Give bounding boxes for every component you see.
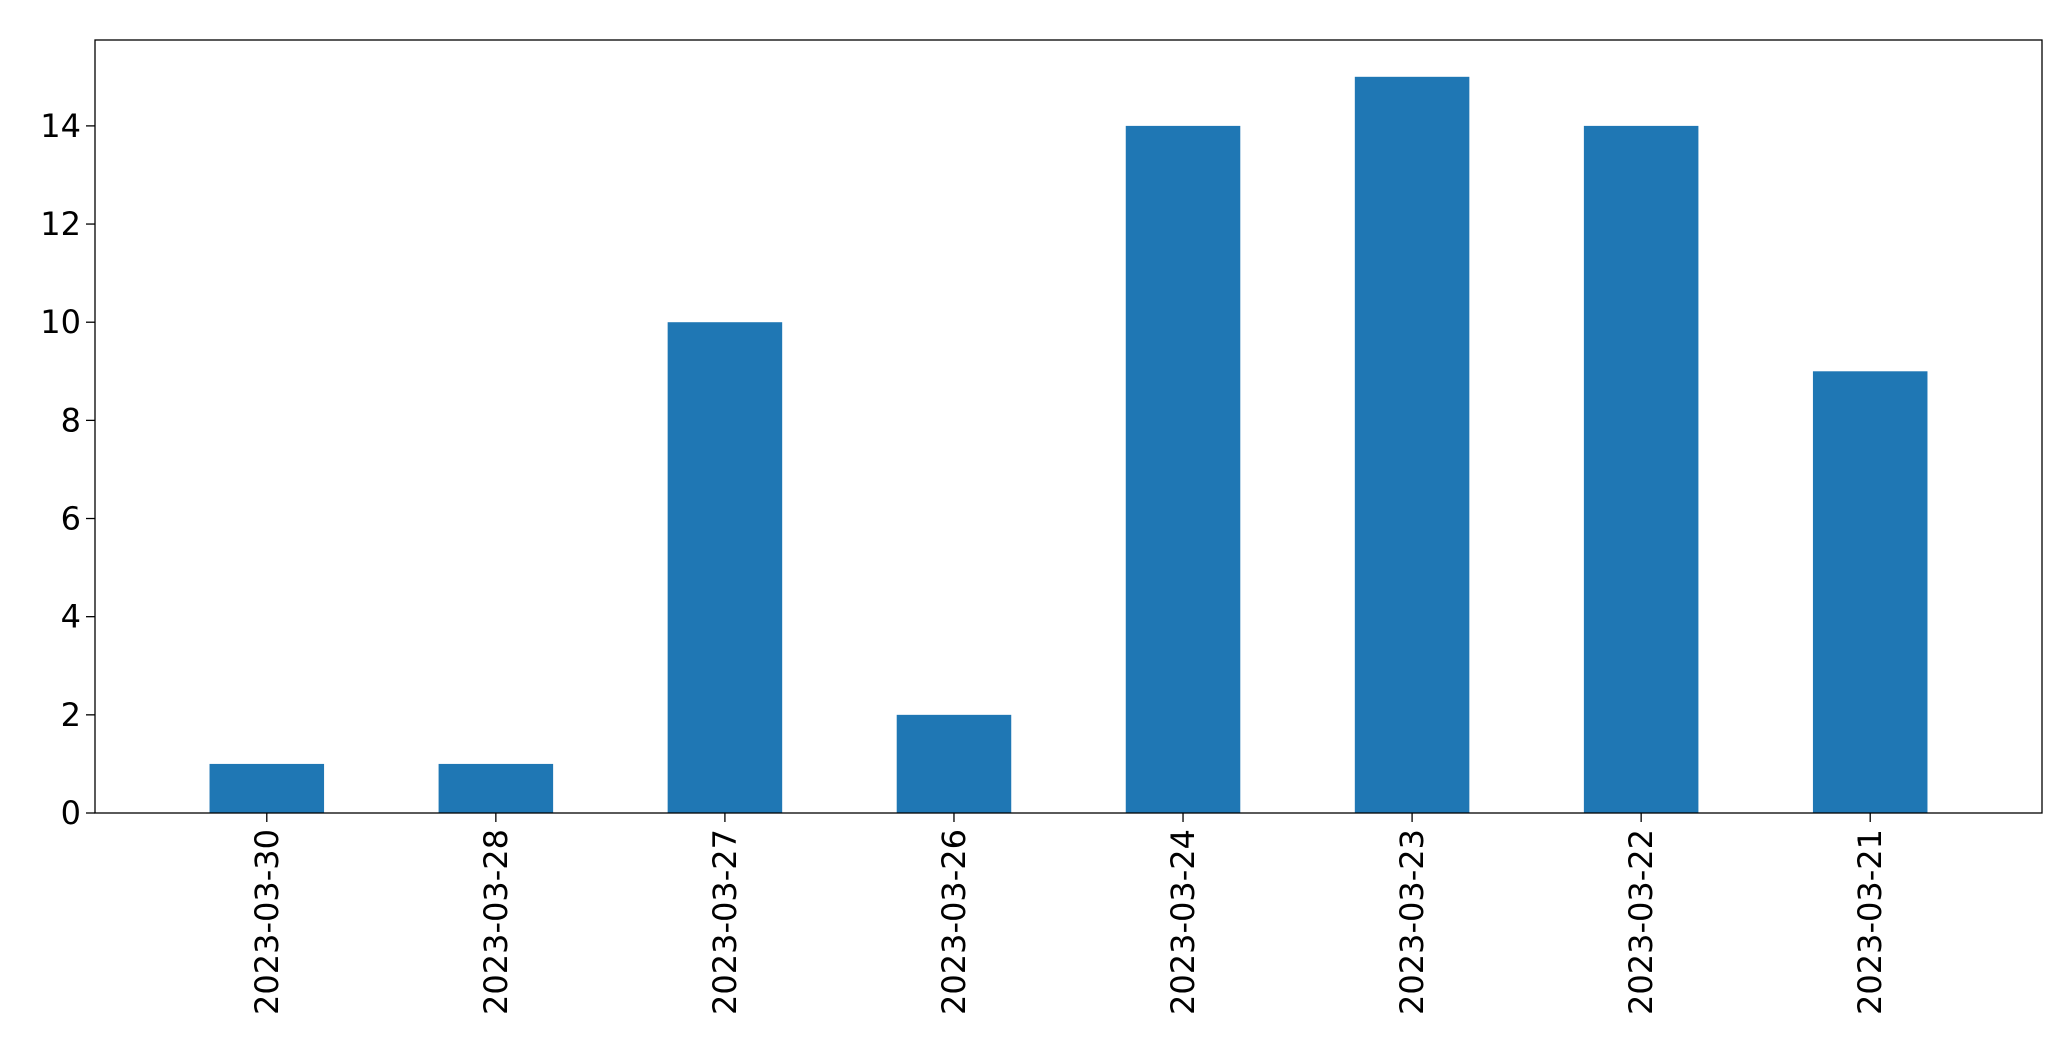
x-tick-label: 2023-03-26 bbox=[935, 829, 973, 1015]
x-tick-label: 2023-03-30 bbox=[248, 829, 286, 1015]
x-axis: 2023-03-30 2023-03-28 2023-03-27 2023-03-26… bbox=[248, 813, 1889, 1015]
y-tick-label: 8 bbox=[61, 401, 81, 439]
y-axis: 0 2 4 6 8 10 12 14 bbox=[40, 107, 95, 832]
y-tick-label: 4 bbox=[61, 598, 81, 636]
x-tick-label: 2023-03-28 bbox=[477, 829, 515, 1015]
y-tick-label: 0 bbox=[61, 794, 81, 832]
y-tick-label: 10 bbox=[40, 303, 81, 341]
y-tick-label: 12 bbox=[40, 205, 81, 243]
bar-2023-03-30 bbox=[209, 763, 325, 813]
bars-layer bbox=[209, 76, 1928, 813]
x-tick-label: 2023-03-23 bbox=[1393, 829, 1431, 1015]
plot-area-frame bbox=[94, 39, 2043, 814]
bar-2023-03-26 bbox=[896, 714, 1012, 813]
y-tick-label: 2 bbox=[61, 696, 81, 734]
y-tick-label: 14 bbox=[40, 107, 81, 145]
x-tick-label: 2023-03-21 bbox=[1851, 829, 1889, 1015]
bar-2023-03-23 bbox=[1354, 76, 1470, 813]
bar-2023-03-24 bbox=[1125, 125, 1241, 813]
bar-2023-03-22 bbox=[1583, 125, 1699, 813]
x-tick-label: 2023-03-27 bbox=[706, 829, 744, 1015]
x-tick-label: 2023-03-24 bbox=[1164, 829, 1202, 1015]
bar-2023-03-27 bbox=[667, 322, 783, 813]
bar-2023-03-28 bbox=[438, 763, 554, 813]
x-tick-label: 2023-03-22 bbox=[1622, 829, 1660, 1015]
y-tick-label: 6 bbox=[61, 500, 81, 538]
bar-2023-03-21 bbox=[1812, 371, 1928, 813]
